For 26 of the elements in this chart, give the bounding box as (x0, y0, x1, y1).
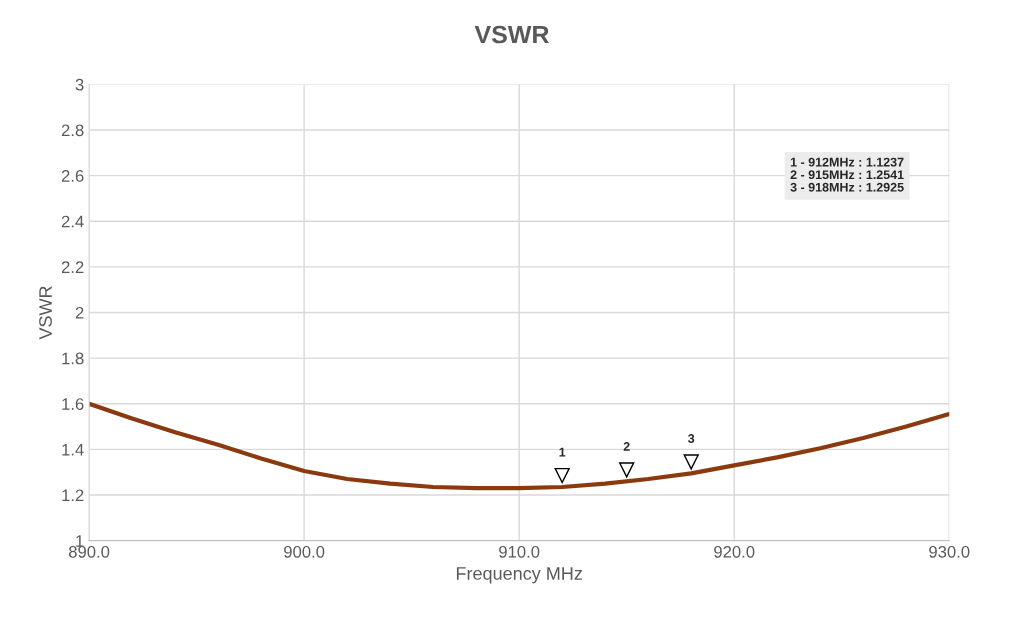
x-axis-title: Frequency MHz (456, 567, 582, 584)
y-tick-label: 3 (75, 78, 84, 91)
annotation: 1 - 912MHz : 1.1237 (790, 157, 904, 167)
y-tick-label: 2.4 (61, 215, 84, 228)
y-tick-label: 2.2 (61, 261, 84, 273)
x-tick-label: 890.0 (68, 545, 110, 558)
annotation: 3 - 918MHz : 1.2925 (790, 182, 904, 192)
y-tick-label: 1 (76, 535, 84, 547)
x-tick-label: 910.0 (499, 545, 540, 558)
y-tick-label: 1.2 (62, 489, 84, 502)
y-tick-label: 1.6 (62, 398, 84, 410)
chart-title: VSWR (474, 25, 549, 44)
annotation: 3 (688, 434, 695, 443)
y-tick-label: 2.6 (61, 170, 84, 182)
annotation: 1 (559, 447, 566, 457)
y-tick-label: 2 (75, 306, 84, 319)
annotation: 2 - 915MHz : 1.2541 (790, 170, 904, 180)
x-tick-label: 930.0 (929, 545, 970, 558)
line-series (89, 401, 950, 491)
x-tick-label: 920.0 (714, 545, 755, 558)
x-tick-label: 900.0 (284, 545, 325, 558)
y-tick-label: 2.8 (61, 124, 84, 137)
y-tick-label: 1.4 (62, 443, 84, 456)
y-tick-label: 1.8 (62, 352, 84, 365)
y-axis-title: VSWR (39, 286, 52, 340)
annotation: 2 (623, 442, 630, 451)
